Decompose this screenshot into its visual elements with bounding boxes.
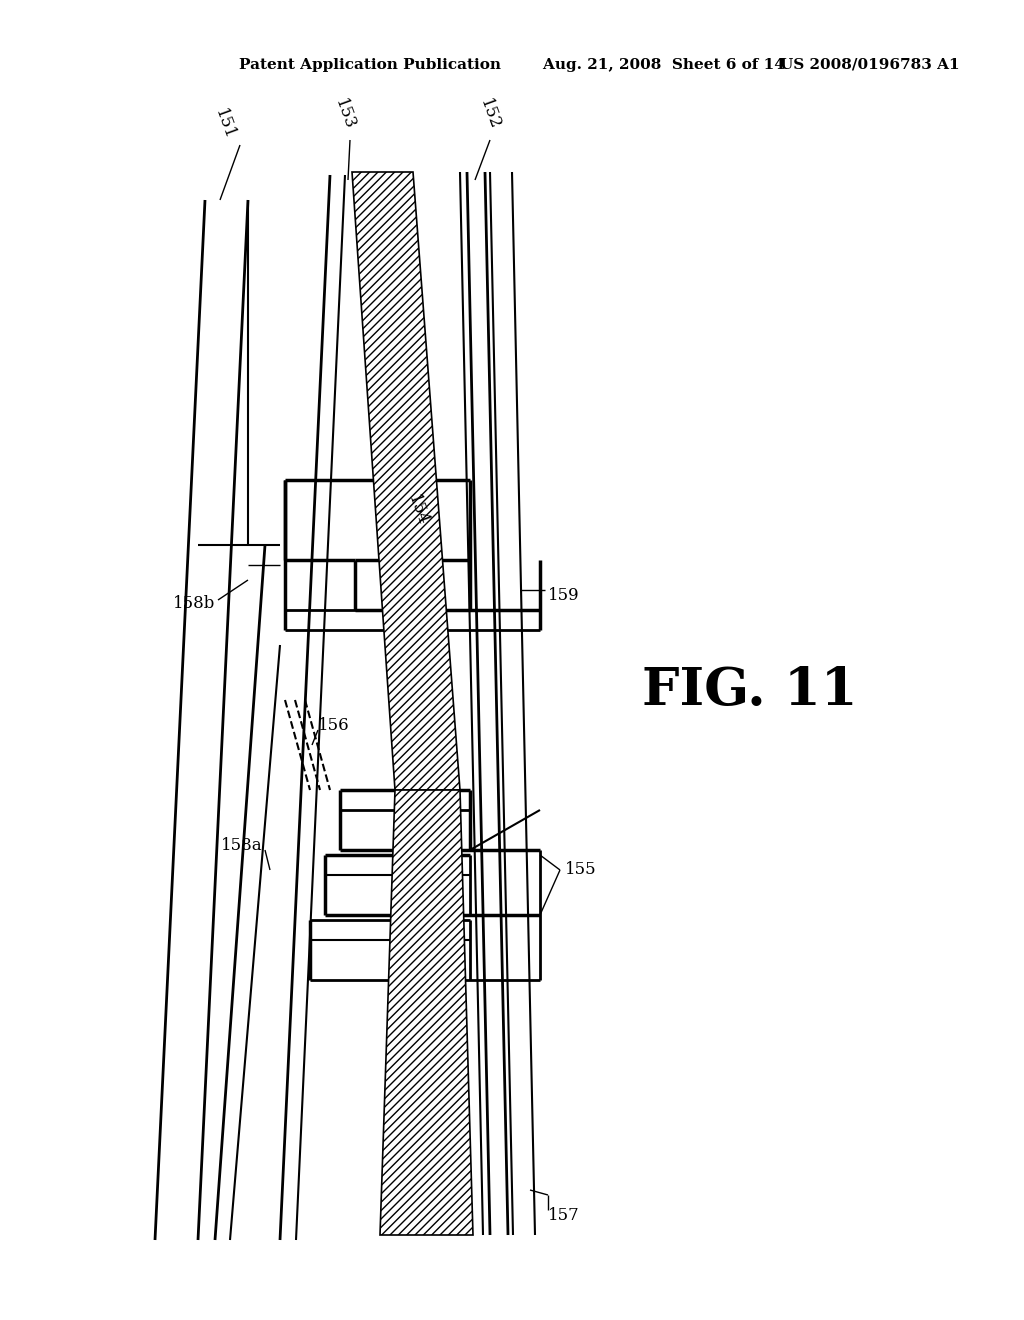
Text: 155: 155 <box>565 862 597 879</box>
Text: 159: 159 <box>548 586 580 603</box>
Text: FIG. 11: FIG. 11 <box>642 664 858 715</box>
Text: 157: 157 <box>548 1206 580 1224</box>
Text: US 2008/0196783 A1: US 2008/0196783 A1 <box>780 58 959 73</box>
Polygon shape <box>380 789 473 1236</box>
Text: 158b: 158b <box>173 594 215 611</box>
Polygon shape <box>352 172 460 789</box>
Text: 152: 152 <box>476 96 504 132</box>
Text: 154: 154 <box>404 492 431 528</box>
Text: 156: 156 <box>318 718 349 734</box>
Text: 153: 153 <box>332 96 358 132</box>
Text: 151: 151 <box>212 107 239 143</box>
Text: Patent Application Publication        Aug. 21, 2008  Sheet 6 of 14: Patent Application Publication Aug. 21, … <box>239 58 785 73</box>
Text: 158a: 158a <box>221 837 263 854</box>
